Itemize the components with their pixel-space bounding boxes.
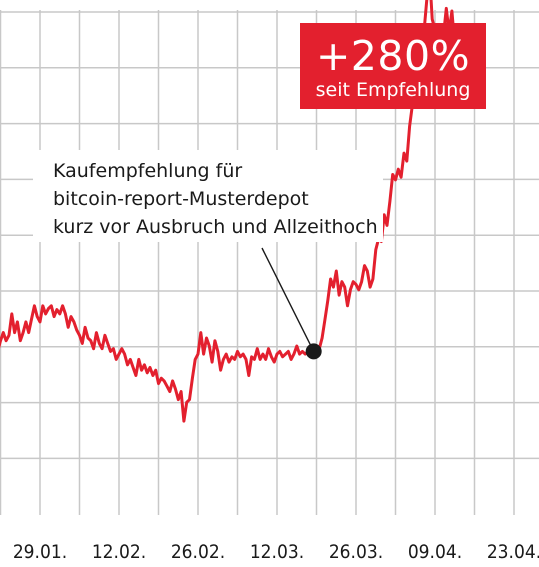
series-line: [0, 0, 460, 423]
x-tick-label: 23.04.: [487, 541, 539, 563]
x-tick-label: 26.02.: [171, 541, 225, 563]
performance-value: +280%: [315, 32, 471, 80]
annotation-line-2: bitcoin-report-Musterdepot: [53, 188, 309, 210]
x-tick-label: 09.04.: [408, 541, 462, 563]
performance-badge: +280% seit Empfehlung: [300, 23, 486, 109]
x-axis-ticks: 29.01. 12.02. 26.02. 12.03. 26.03. 09.04. 23.0…: [13, 541, 539, 563]
annotation-box: Kaufempfehlung für bitcoin-report-Muster…: [33, 150, 383, 242]
annotation-line-1: Kaufempfehlung für: [53, 160, 243, 182]
x-tick-label: 12.03.: [250, 541, 304, 563]
x-tick-label: 26.03.: [329, 541, 383, 563]
price-series-line: [0, 0, 460, 423]
annotation-leader-line: [261, 247, 315, 352]
x-tick-label: 29.01.: [13, 541, 67, 563]
annotation-line-3: kurz vor Ausbruch und Allzeithoch: [53, 216, 378, 238]
annotation-leader: [261, 247, 322, 360]
x-tick-label: 12.02.: [92, 541, 146, 563]
performance-caption: seit Empfehlung: [315, 79, 471, 101]
recommendation-point-marker: [305, 343, 322, 360]
